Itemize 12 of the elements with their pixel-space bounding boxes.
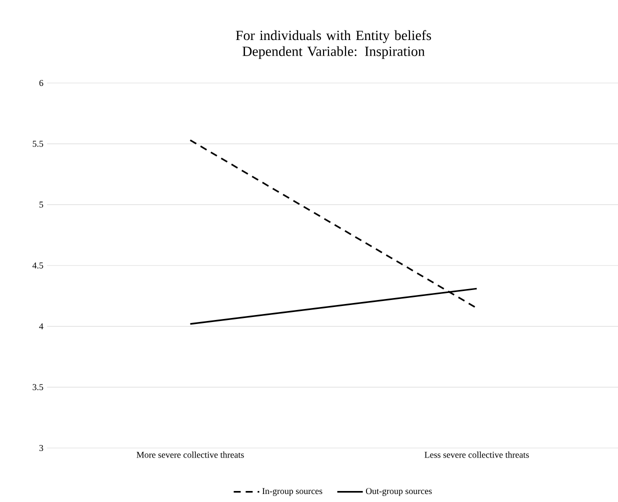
y-tick-label: 3.5 [32,384,44,390]
y-tick-label: 3 [39,444,44,452]
legend-label: Out-group sources [366,488,432,496]
x-tick-label: More severe collective threats [136,452,244,458]
y-tick-label: 6 [39,80,44,86]
y-tick-label: 4 [39,323,44,330]
legend-label: In-group sources [262,488,322,496]
chart-title: For individuals with Entity beliefs Dependent Variable: Inspiration [236,30,432,59]
y-tick-label: 4.5 [32,262,44,269]
x-tick-label: Less severe collective threats [424,452,529,458]
y-tick-label: 5.5 [32,140,44,147]
y-tick-label: 5 [40,202,44,208]
